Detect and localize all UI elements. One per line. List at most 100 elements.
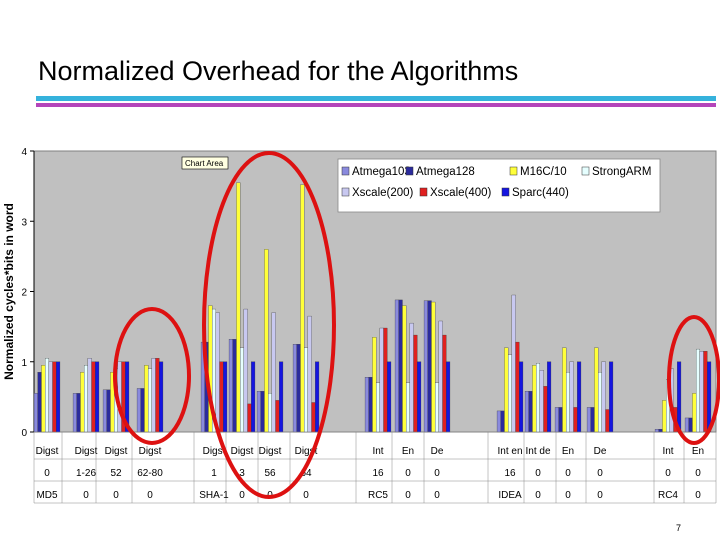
legend-swatch bbox=[581, 166, 590, 176]
legend-label: Xscale(400) bbox=[430, 187, 492, 199]
bar bbox=[87, 358, 92, 433]
bar bbox=[223, 361, 228, 433]
category-label: MD5 bbox=[36, 490, 58, 501]
bar bbox=[573, 407, 578, 433]
category-label: 64 bbox=[300, 468, 312, 479]
bar bbox=[577, 361, 582, 433]
y-tick-label: 2 bbox=[21, 288, 27, 299]
bar bbox=[543, 386, 548, 433]
bar bbox=[144, 365, 149, 433]
bar bbox=[405, 382, 410, 433]
bar bbox=[151, 358, 156, 433]
bar bbox=[292, 344, 297, 433]
category-label: Digst bbox=[75, 446, 98, 457]
bar bbox=[215, 312, 220, 433]
category-label: 3 bbox=[239, 468, 245, 479]
bar bbox=[528, 391, 533, 433]
bar bbox=[147, 368, 152, 433]
bar bbox=[260, 391, 265, 433]
category-label: Digst bbox=[295, 446, 318, 457]
highlight-ellipse bbox=[202, 151, 336, 499]
bar bbox=[106, 389, 111, 433]
bar bbox=[446, 361, 451, 433]
bar bbox=[136, 388, 141, 433]
bar bbox=[271, 312, 276, 433]
bar bbox=[80, 372, 85, 433]
bar bbox=[569, 361, 574, 433]
category-label: 0 bbox=[405, 490, 411, 501]
y-axis-label: Normalized cycles*bits in word bbox=[2, 203, 16, 380]
category-label: 0 bbox=[83, 490, 89, 501]
bar bbox=[417, 361, 422, 433]
highlight-ellipse bbox=[113, 307, 191, 445]
legend-label: StrongARM bbox=[592, 166, 651, 178]
category-label: 0 bbox=[535, 490, 541, 501]
title-underline-cyan bbox=[36, 96, 716, 101]
bar bbox=[41, 365, 46, 433]
category-label: 0 bbox=[565, 490, 571, 501]
legend-swatch bbox=[509, 166, 518, 176]
legend-label: M16C/10 bbox=[520, 166, 567, 178]
category-label: 0 bbox=[695, 468, 701, 479]
category-label: Digst bbox=[259, 446, 282, 457]
bar bbox=[605, 409, 610, 433]
bar bbox=[707, 361, 712, 433]
bar bbox=[33, 393, 38, 433]
bar bbox=[251, 361, 256, 433]
category-label: RC4 bbox=[658, 490, 678, 501]
bar bbox=[662, 400, 667, 433]
category-label: En bbox=[402, 446, 414, 457]
title-underline-magenta bbox=[36, 103, 716, 107]
bar bbox=[402, 305, 407, 433]
bar bbox=[539, 370, 544, 433]
bar bbox=[562, 347, 567, 433]
highlight-ellipse bbox=[667, 315, 720, 445]
category-label: 56 bbox=[264, 468, 276, 479]
bar bbox=[594, 347, 599, 433]
category-label: RC5 bbox=[368, 490, 388, 501]
bar bbox=[609, 361, 614, 433]
chart-area-tooltip-text: Chart Area bbox=[185, 159, 224, 168]
bar bbox=[519, 361, 524, 433]
bar bbox=[368, 377, 373, 433]
category-label: 0 bbox=[44, 468, 50, 479]
bar bbox=[684, 417, 689, 433]
bar bbox=[504, 347, 509, 433]
bar bbox=[303, 347, 308, 433]
category-label: 0 bbox=[597, 468, 603, 479]
category-label: Int de bbox=[525, 446, 550, 457]
bar bbox=[442, 334, 447, 433]
category-label: 0 bbox=[434, 468, 440, 479]
category-label: Digst bbox=[36, 446, 59, 457]
bar bbox=[155, 358, 160, 433]
bar bbox=[692, 393, 697, 433]
bar bbox=[507, 354, 512, 433]
category-label: 0 bbox=[565, 468, 571, 479]
bar bbox=[76, 393, 81, 433]
chart: 0 1 2 3 4 Normalized cycles*bits in word Digst… bbox=[2, 147, 720, 504]
bar bbox=[699, 351, 704, 433]
bar bbox=[37, 372, 42, 433]
category-label: Digst bbox=[139, 446, 162, 457]
y-tick-label: 3 bbox=[21, 217, 27, 228]
chart-area-tooltip bbox=[181, 156, 229, 170]
legend-label: Atmega103 bbox=[352, 166, 411, 178]
bar bbox=[423, 300, 428, 433]
category-label: 0 bbox=[113, 490, 119, 501]
bar bbox=[703, 351, 708, 433]
bar bbox=[228, 339, 233, 433]
category-label: Digst bbox=[105, 446, 128, 457]
bar bbox=[696, 348, 701, 433]
bar bbox=[315, 361, 320, 433]
bar bbox=[372, 337, 377, 433]
legend-swatch bbox=[419, 187, 428, 197]
bar bbox=[598, 372, 603, 433]
bar bbox=[45, 358, 50, 433]
bar bbox=[438, 320, 443, 433]
bar bbox=[547, 361, 552, 433]
bar bbox=[658, 429, 663, 433]
bar bbox=[654, 429, 659, 433]
category-label: 0 bbox=[665, 468, 671, 479]
legend-label: Atmega128 bbox=[416, 166, 475, 178]
category-label: IDEA bbox=[498, 490, 522, 501]
